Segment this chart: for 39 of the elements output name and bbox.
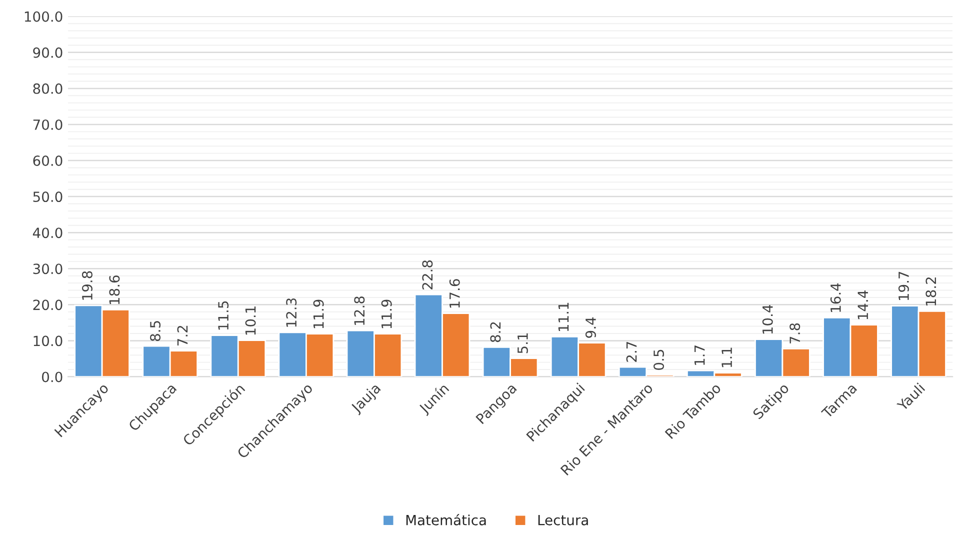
data-label: 11.1 [558, 302, 569, 332]
data-label: 8.2 [490, 322, 501, 342]
data-label: 8.5 [150, 321, 161, 341]
legend-label: Lectura [538, 515, 588, 526]
y-tick-label: 20.0 [33, 300, 62, 310]
y-tick-label: 80.0 [33, 83, 62, 94]
data-label: 10.4 [762, 304, 773, 334]
y-tick-label: 50.0 [33, 192, 62, 202]
data-label: 1.7 [694, 346, 705, 365]
data-label: 2.7 [626, 342, 637, 362]
data-label: 19.7 [898, 272, 909, 300]
y-tick-label: 100.0 [24, 11, 62, 22]
y-tick-label: 90.0 [33, 47, 62, 58]
data-label: 12.3 [286, 298, 297, 327]
y-tick-label: 60.0 [33, 155, 62, 166]
legend-label: Matemática [406, 514, 486, 526]
data-label: 5.1 [518, 333, 528, 354]
data-label: 17.6 [449, 279, 460, 308]
data-label: 11.9 [313, 300, 324, 328]
y-tick-label: 40.0 [32, 228, 62, 238]
data-label: 19.8 [82, 271, 92, 300]
y-tick-label: 0.0 [42, 372, 62, 382]
y-tick-label: 10.0 [34, 336, 62, 346]
y-tick-label: 30.0 [33, 264, 62, 274]
data-label: 18.6 [109, 275, 120, 304]
data-label: 7.2 [177, 326, 188, 346]
data-label: 10.1 [245, 306, 256, 335]
data-label: 18.2 [926, 277, 936, 306]
data-label: 16.4 [830, 283, 841, 312]
data-label: 12.8 [354, 296, 365, 325]
data-label: 11.5 [218, 301, 229, 330]
data-label: 14.4 [858, 290, 868, 320]
data-label: 0.5 [654, 350, 664, 370]
data-label: 11.9 [381, 300, 392, 328]
y-tick-label: 70.0 [33, 119, 62, 130]
data-label: 1.1 [722, 348, 732, 368]
data-label: 7.8 [790, 323, 800, 344]
data-label: 9.4 [585, 317, 596, 338]
data-label: 22.8 [422, 260, 433, 290]
